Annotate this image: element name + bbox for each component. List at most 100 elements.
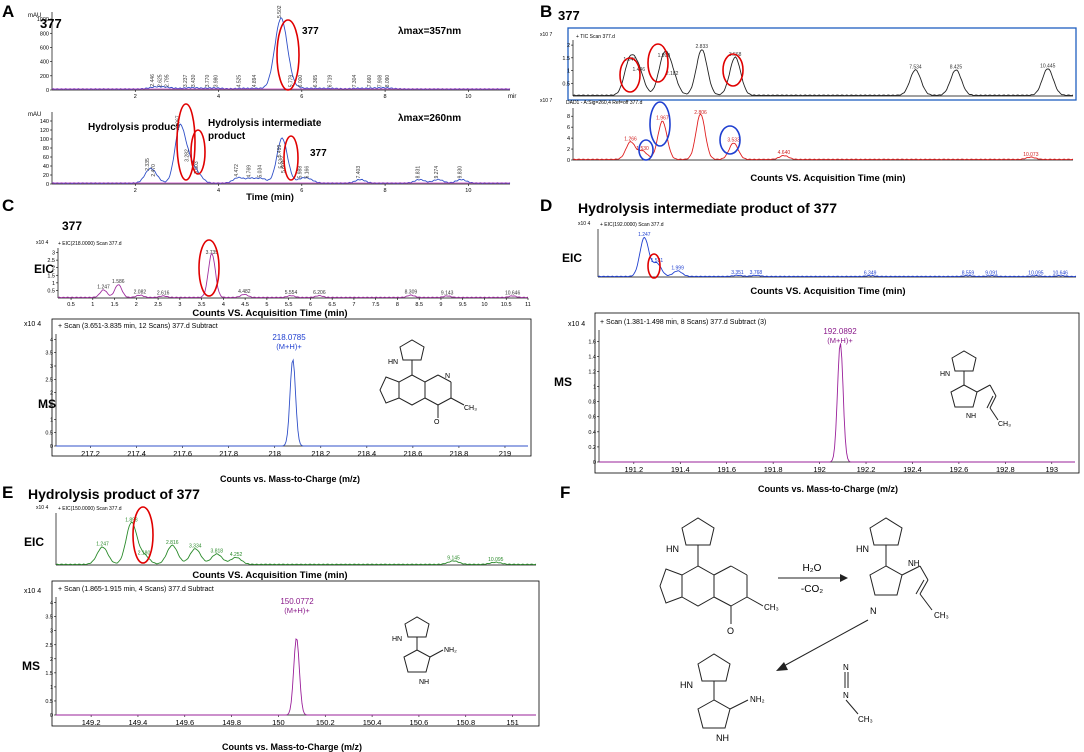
y-tick-label: 400 [40,60,49,66]
panel-c-eic-header: + EIC(218.0000) Scan 377.d [58,241,122,247]
peak-label: 5.779 [289,75,295,88]
structure-label: HN [856,544,869,554]
x-tick-label: 217.8 [219,449,238,458]
panel-b-dad-header: DAD1 - A:Sig=260,4 Ref=off 377.d [566,100,643,106]
x-tick-label: 2 [134,94,137,100]
x-tick-label: 10 [465,94,471,100]
peak-label: 6.365 [313,75,319,88]
peak-label: 4.640 [778,150,791,156]
x-tick-label: 150.2 [316,718,335,727]
y-tick-label: 120 [40,128,49,134]
x-tick-label: 9.5 [459,302,467,308]
x-tick-label: 149.4 [129,718,148,727]
peak-label: 2.816 [166,540,179,546]
x-tick-label: 1.5 [111,302,119,308]
panel-e: Hydrolysis product of 377 EIC x10 4 + EI… [22,486,540,752]
structure-377 [379,339,465,418]
x-tick-label: 217.4 [127,449,146,458]
panel-d-eic-scale: x10 4 [578,221,590,227]
peak-label: 5.502 [277,5,283,18]
panel-letter-d: D [540,196,553,215]
y-tick-label: 200 [40,74,49,80]
peak-label: 9.274 [434,166,440,179]
x-tick-label: 218.4 [357,449,376,458]
y-tick-label: 2 [567,147,570,153]
y-tick-label: 2.5 [47,258,55,264]
x-tick-label: 150.8 [456,718,475,727]
panel-e-scan-header: + Scan (1.865-1.915 min, 4 Scans) 377.d … [58,586,214,593]
peak-label: 5.034 [258,165,264,178]
structure-hydrolysis-product [403,616,444,673]
y-tick-label: 2 [50,391,53,397]
y-tick-label: 1.5 [47,273,55,279]
peak-label: 8.425 [950,65,963,71]
panel-c-eic-label: EIC [34,262,54,276]
x-tick-label: 10.5 [501,302,512,308]
x-tick-label: 11 [525,302,531,308]
x-tick-label: 6 [309,302,312,308]
reaction-arrow [781,619,869,668]
x-tick-label: 5.5 [285,302,293,308]
x-tick-label: 218.8 [450,449,469,458]
peak-label: 7.304 [352,75,358,88]
panel-d-peak-ion: (M+H)+ [827,336,853,345]
y-tick-label: 0 [50,444,53,450]
highlight-ellipse [619,57,641,93]
peak-label: 6.000 [298,75,304,88]
y-tick-label: 0 [46,88,49,94]
structure-label: CH₃ [934,611,949,620]
chart-c-ms: 0 0.5 1 1.5 2 2.5 3 3.5 4 217.2 217.4 217.6 217.8 218… [45,334,528,458]
peak-label: 4.472 [234,164,240,177]
x-tick-label: 4 [222,302,225,308]
x-tick-label: 3 [178,302,181,308]
y-tick-label: 1 [50,417,53,423]
y-tick-label: 4 [567,136,570,142]
x-tick-label: 151 [506,718,519,727]
y-tick-label: 2 [567,43,570,49]
peak-label: 1.586 [112,279,125,285]
panel-b-tic-frame [567,27,1077,101]
x-tick-label: 9 [439,302,442,308]
panel-letter-a: A [2,2,15,21]
panel-e-ms-frame [51,580,540,727]
panel-b-tic-scale: x10 7 [540,32,552,38]
y-tick-label: 0.5 [562,81,570,87]
panel-letter-c: C [2,196,15,215]
y-tick-label: 4 [50,601,53,607]
y-tick-label: 0.4 [588,430,596,436]
y-tick-label: 0 [50,713,53,719]
panel-c-ms-scale: x10 4 [24,321,41,328]
peak-label: 7.403 [356,166,362,179]
peak-label: 3.430 [191,74,197,87]
highlight-ellipse [276,19,300,91]
panel-c-compound-label: 377 [62,219,82,233]
y-tick-label: 4 [50,337,53,343]
x-tick-label: 8 [384,94,387,100]
x-tick-label: 219 [499,449,512,458]
structure-label: CH₃ [764,603,779,612]
peak-label: 10.646 [505,290,521,296]
x-tick-label: 218.6 [403,449,422,458]
x-tick-label: 150 [272,718,285,727]
series-trace [56,638,536,716]
y-tick-label: 3.5 [45,615,53,621]
x-tick-label: 0.5 [67,302,75,308]
panel-letter-b: B [540,2,553,21]
panel-d-ms-scale: x10 4 [568,321,585,328]
y-tick-label: 1.4 [588,354,596,360]
peak-label: 3.768 [750,270,763,276]
y-tick-label: 0.2 [588,445,596,451]
peak-label: 9.830 [457,166,463,179]
structure-intermediate [950,350,999,421]
peak-label: 3.334 [189,543,202,549]
panel-e-title: Hydrolysis product of 377 [28,486,200,502]
peak-label: 5.554 [285,290,298,296]
x-tick-label: 217.6 [173,449,192,458]
series-trace [55,521,537,566]
panel-d-title: Hydrolysis intermediate product of 377 [578,200,837,216]
y-tick-label: 40 [43,164,49,170]
y-tick-label: 1 [567,69,570,75]
y-tick-label: 2 [50,657,53,663]
y-tick-label: 60 [43,155,49,161]
peak-label: 4.894 [252,75,258,88]
